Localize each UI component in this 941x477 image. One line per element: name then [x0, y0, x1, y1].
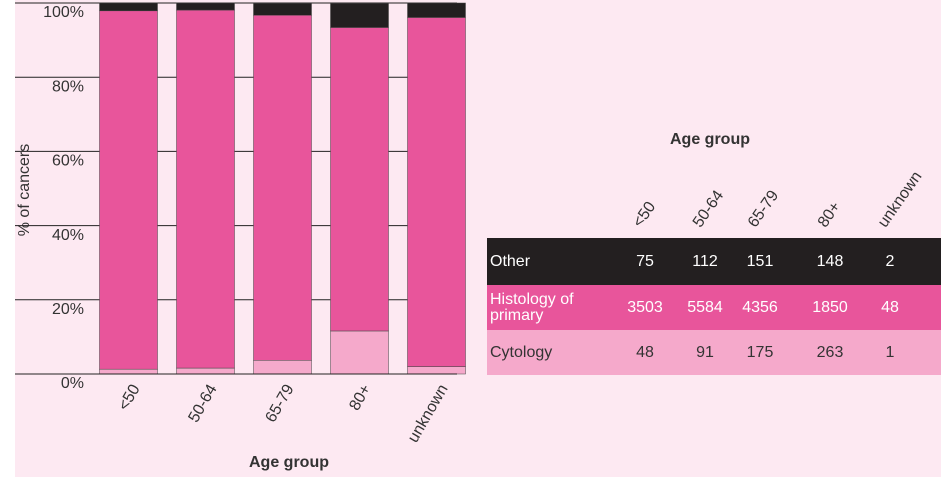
left-strip: [0, 0, 15, 477]
x-tick-label: unknown: [405, 382, 452, 446]
table-column-header: 50-64: [690, 187, 727, 230]
y-tick-label: 0%: [61, 375, 84, 392]
x-axis-label: Age group: [249, 454, 329, 471]
table-row: Cytology 48 91 175 263 1: [487, 330, 941, 375]
row-label: Cytology: [490, 343, 553, 361]
y-tick-label: 60%: [52, 153, 84, 170]
table-cell: 3503: [627, 298, 663, 316]
x-tick-label: 65-79: [262, 382, 297, 426]
bar-segment: [407, 17, 466, 367]
table-title: Age group: [670, 131, 750, 148]
bar-segment: [330, 27, 389, 332]
bar-segment: [99, 368, 158, 375]
row-label: Histology of primary: [490, 290, 574, 324]
table-row: Other 75 112 151 148 2: [487, 238, 941, 285]
bar-segment: [99, 10, 158, 370]
table-column-header: 80+: [815, 199, 845, 231]
bar-segment: [99, 2, 158, 12]
table-cell: 2: [885, 252, 895, 270]
bar-segment: [176, 9, 235, 369]
table-cell: 75: [636, 252, 654, 270]
table-cell: 151: [746, 252, 774, 270]
table-cell: 91: [696, 343, 714, 361]
table-cell: 48: [881, 298, 899, 316]
table-column-header: unknown: [875, 168, 926, 230]
table-column-header: 65-79: [745, 187, 782, 230]
bar-segment: [330, 3, 389, 28]
x-tick-label: 50-64: [185, 382, 220, 426]
bar-segment: [407, 2, 466, 18]
y-tick-label: 80%: [52, 78, 84, 95]
table-cell: 1: [885, 343, 895, 361]
table-cell: 1850: [812, 298, 848, 316]
bar-segment: [176, 367, 235, 375]
bar-segment: [253, 3, 312, 16]
table-cell: 48: [636, 343, 654, 361]
row-label: Other: [490, 252, 531, 270]
x-tick-label: 80+: [346, 382, 374, 414]
bar-segment: [407, 366, 466, 375]
table-cell: 263: [816, 343, 844, 361]
bar-segment: [253, 14, 312, 361]
table-cell: 175: [746, 343, 774, 361]
table-cell: 148: [816, 252, 844, 270]
y-tick-label: 40%: [52, 227, 84, 244]
y-tick-label: 100%: [43, 4, 84, 21]
bar-segment: [176, 2, 235, 11]
table-row: Histology of primary 3503 5584 4356 1850 48: [487, 285, 941, 330]
y-axis-label: % of cancers: [16, 144, 33, 236]
bar-segment: [330, 330, 389, 375]
y-tick-label: 20%: [52, 301, 84, 318]
table-cell: 112: [692, 252, 718, 270]
table-cell: 5584: [687, 298, 723, 316]
table-cell: 4356: [742, 298, 778, 316]
table-column-header: <50: [630, 199, 660, 231]
x-tick-label: <50: [115, 382, 143, 414]
bar-segment: [253, 360, 312, 375]
